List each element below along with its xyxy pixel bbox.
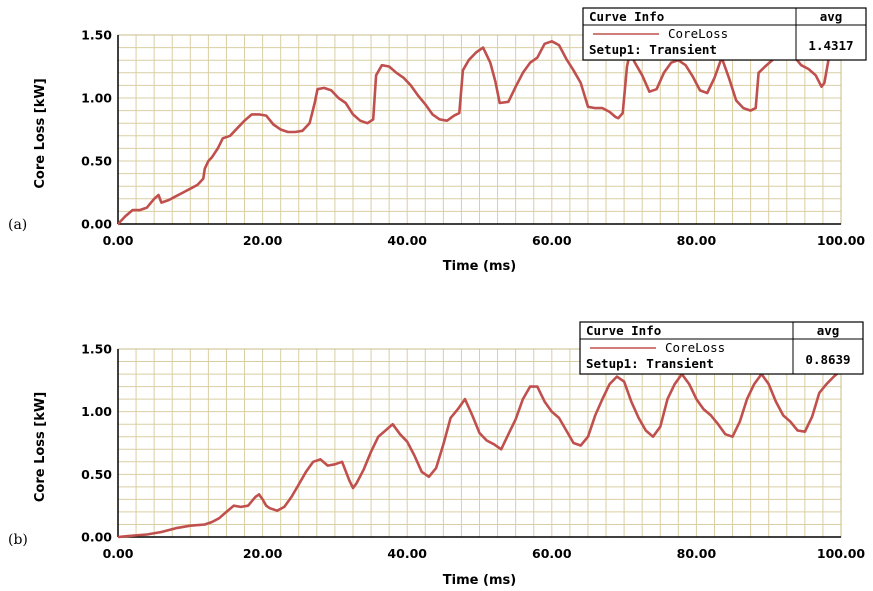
x-tick-label: 40.00 — [387, 233, 427, 248]
legend-avg-value: 0.8639 — [805, 352, 850, 367]
x-tick-label: 0.00 — [103, 546, 134, 561]
x-tick-label: 80.00 — [677, 546, 717, 561]
legend-header: Curve Info — [589, 9, 664, 24]
series-line-coreloss — [118, 39, 832, 226]
y-axis-label: Core Loss [kW] — [33, 392, 48, 502]
legend-entry: CoreLoss — [665, 340, 725, 355]
x-tick-label: 60.00 — [532, 546, 572, 561]
y-tick-label: 0.00 — [81, 217, 112, 232]
series-line-coreloss — [118, 368, 841, 539]
legend-entry: CoreLoss — [668, 26, 728, 41]
curve-info-legend: Curve Info avg CoreLoss Setup1: Transien… — [579, 321, 864, 375]
chart-panel-b: 0.00 0.50 1.00 1.50 0.00 20.00 40.00 60.00 80.0… — [8, 321, 866, 588]
grid — [117, 34, 842, 225]
y-tick-label: 1.50 — [81, 28, 112, 43]
x-tick-label: 100.00 — [817, 233, 866, 248]
y-tick-label: 0.50 — [81, 467, 112, 482]
x-tick-label: 20.00 — [243, 546, 283, 561]
y-axis-label: Core Loss [kW] — [33, 78, 48, 188]
x-tick-label: 40.00 — [387, 546, 427, 561]
y-tick-labels: 0.00 0.50 1.00 1.50 — [81, 342, 112, 545]
legend-stat-header: avg — [820, 9, 843, 24]
x-tick-label: 80.00 — [677, 233, 717, 248]
legend-setup: Setup1: Transient — [589, 42, 717, 57]
legend-stat-header: avg — [817, 323, 840, 338]
y-tick-label: 0.00 — [81, 530, 112, 545]
x-axis-label: Time (ms) — [443, 573, 516, 588]
chart-panel-a: 0.00 0.50 1.00 1.50 0.00 20.00 40.00 60.00 80.0… — [8, 7, 867, 274]
x-tick-labels: 0.00 20.00 40.00 60.00 80.00 100.00 — [103, 233, 866, 248]
panel-label: (b) — [8, 532, 28, 548]
y-tick-labels: 0.00 0.50 1.00 1.50 — [81, 28, 112, 232]
x-tick-label: 20.00 — [243, 233, 283, 248]
plot-clip — [118, 368, 841, 539]
legend-header: Curve Info — [586, 323, 661, 338]
legend-setup: Setup1: Transient — [586, 356, 714, 371]
y-tick-label: 1.00 — [81, 404, 112, 419]
x-tick-labels: 0.00 20.00 40.00 60.00 80.00 100.00 — [103, 546, 866, 561]
y-tick-label: 0.50 — [81, 154, 112, 169]
legend-avg-value: 1.4317 — [808, 38, 853, 53]
x-tick-label: 60.00 — [532, 233, 572, 248]
curve-info-legend: Curve Info avg CoreLoss Setup1: Transien… — [582, 7, 867, 61]
y-tick-label: 1.00 — [81, 91, 112, 106]
panel-label: (a) — [8, 217, 27, 233]
x-tick-label: 100.00 — [817, 546, 866, 561]
axes — [117, 34, 842, 225]
x-tick-label: 0.00 — [103, 233, 134, 248]
x-axis-label: Time (ms) — [443, 259, 516, 274]
grid — [117, 348, 842, 538]
plot-clip — [118, 39, 832, 226]
axes — [117, 348, 842, 538]
y-tick-label: 1.50 — [81, 342, 112, 357]
